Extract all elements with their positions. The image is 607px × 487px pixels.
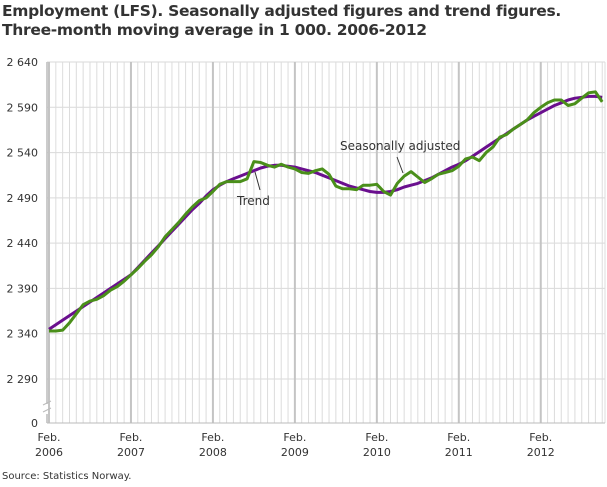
y-tick-label: 2 290 xyxy=(7,373,39,386)
x-tick-label: 2009 xyxy=(281,446,309,459)
source-note: Source: Statistics Norway. xyxy=(2,471,132,482)
trend-label: Trend xyxy=(236,194,270,208)
subtitle-line: Three-month moving average in 1 000. 200… xyxy=(2,21,427,39)
x-tick-label: 2008 xyxy=(199,446,227,459)
trend-label-leader xyxy=(254,171,261,191)
x-tick-label: 2011 xyxy=(445,446,473,459)
x-tick-label: 2012 xyxy=(527,446,555,459)
seasonal-label-leader xyxy=(396,156,404,174)
y-tick-label: 2 440 xyxy=(7,237,39,250)
axis-break-mark xyxy=(42,400,52,413)
y-tick-label: 2 490 xyxy=(7,192,39,205)
y-tick-label: 2 640 xyxy=(7,56,39,69)
y-tick-label: 2 340 xyxy=(7,328,39,341)
x-tick-label: Feb. xyxy=(529,431,552,444)
y-tick-label: 2 390 xyxy=(7,282,39,295)
chart-title: Employment (LFS). Seasonally adjusted fi… xyxy=(2,2,561,40)
y-tick-label: 0 xyxy=(31,417,38,430)
seasonally-adjusted-label: Seasonally adjusted xyxy=(340,139,460,153)
x-tick-label: Feb. xyxy=(119,431,142,444)
seasonally-adjusted-line xyxy=(49,90,604,333)
x-tick-label: Feb. xyxy=(365,431,388,444)
y-tick-label: 2 540 xyxy=(7,147,39,160)
y-tick-label: 2 590 xyxy=(7,101,39,114)
x-tick-label: Feb. xyxy=(201,431,224,444)
x-tick-label: Feb. xyxy=(283,431,306,444)
x-tick-label: 2010 xyxy=(363,446,391,459)
trend-line xyxy=(48,94,603,331)
title-line: Employment (LFS). Seasonally adjusted fi… xyxy=(2,2,561,20)
x-tick-label: 2007 xyxy=(117,446,145,459)
x-tick-label: 2006 xyxy=(35,446,63,459)
x-tick-label: Feb. xyxy=(447,431,470,444)
x-tick-label: Feb. xyxy=(38,431,61,444)
